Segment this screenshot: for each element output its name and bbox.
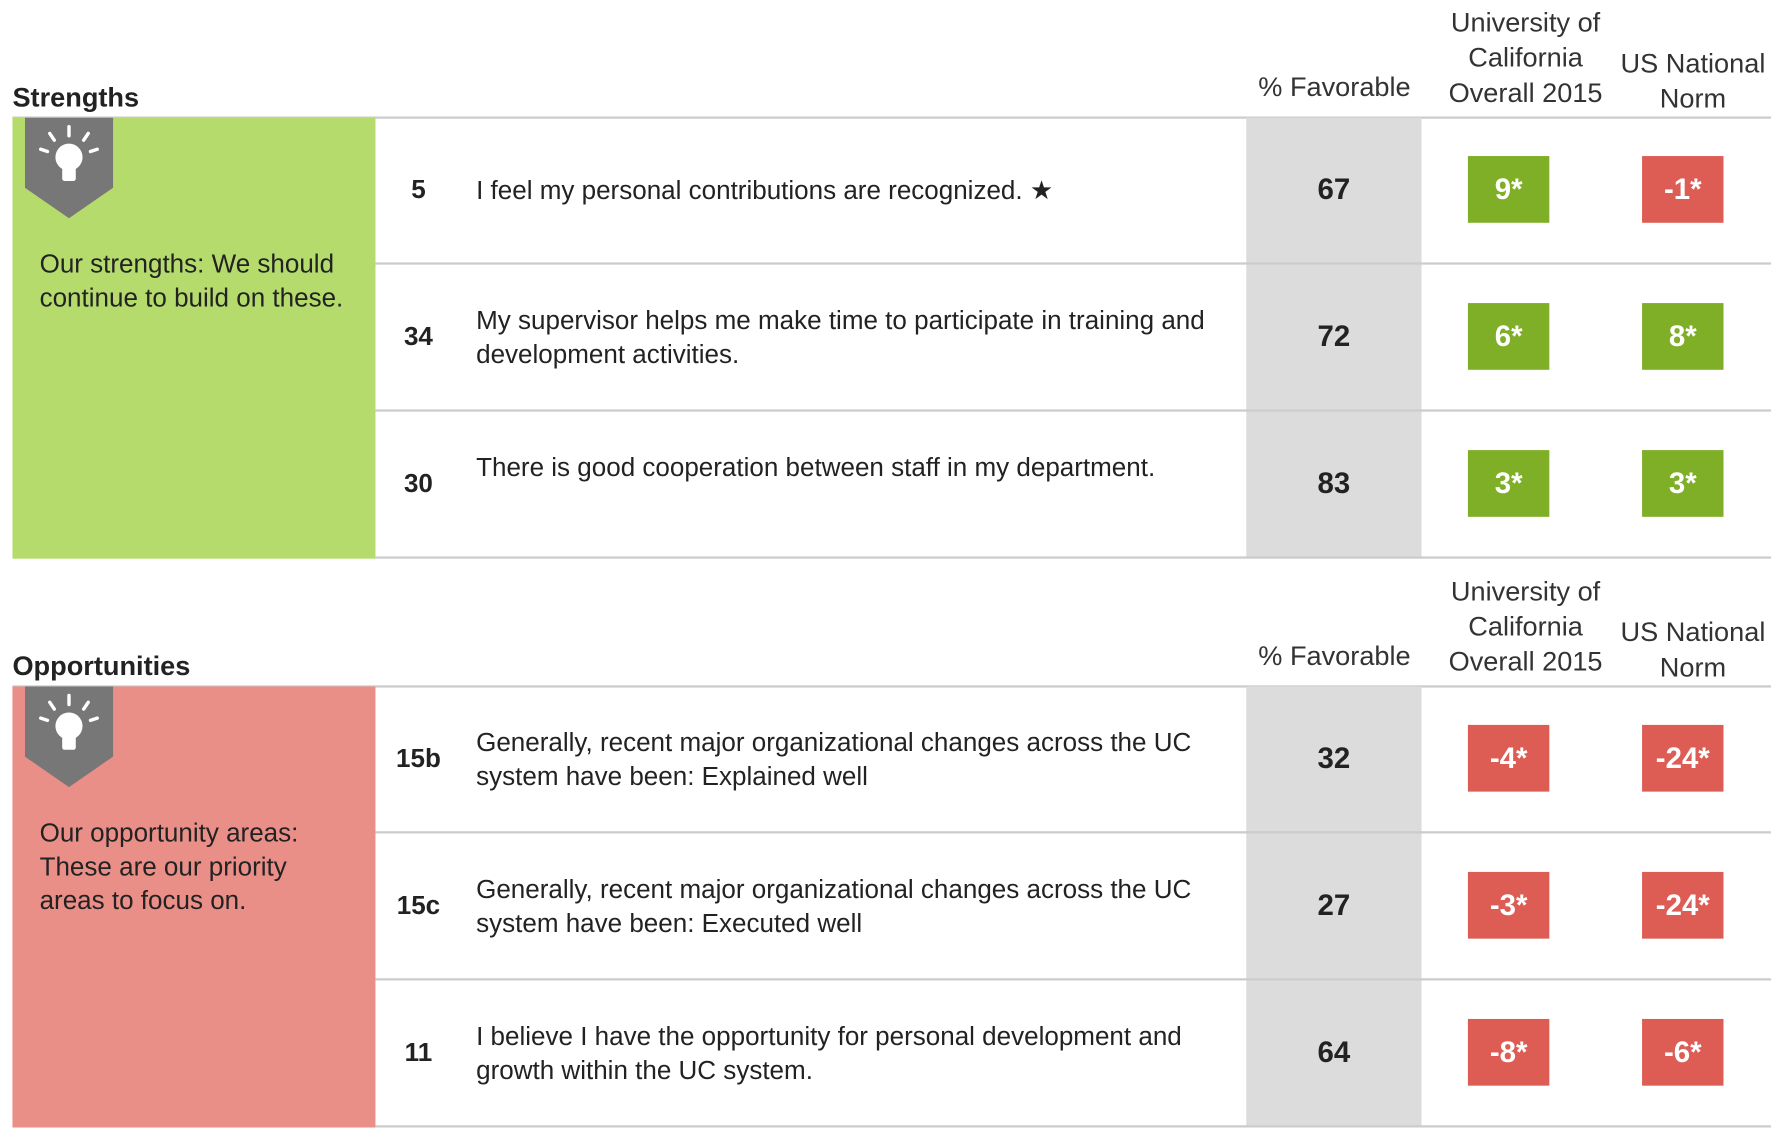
comparison-badge: -8* bbox=[1467, 1018, 1550, 1086]
row-rule bbox=[375, 556, 1771, 559]
favorable-value: 32 bbox=[1317, 740, 1351, 775]
favorable-value: 83 bbox=[1317, 465, 1351, 500]
row-rule bbox=[375, 978, 1771, 981]
item-text: I feel my personal contributions are rec… bbox=[476, 175, 1054, 205]
item-number: 11 bbox=[404, 1037, 433, 1067]
section-description: Our opportunity areas: These are our pri… bbox=[39, 817, 299, 915]
item-text: Generally, recent major organizational c… bbox=[476, 727, 1192, 791]
comparison-badge: -3* bbox=[1467, 871, 1550, 939]
column-header: % Favorable bbox=[1258, 641, 1411, 672]
column-header: % Favorable bbox=[1258, 72, 1411, 103]
row-rule bbox=[375, 262, 1771, 265]
header-rule bbox=[12, 685, 1771, 688]
item-number: 34 bbox=[403, 321, 433, 351]
comparison-badge: -24* bbox=[1642, 724, 1724, 792]
section-title: Strengths bbox=[12, 82, 140, 114]
item-text: My supervisor helps me make time to part… bbox=[476, 305, 1205, 369]
row-rule bbox=[375, 1125, 1771, 1128]
lightbulb-icon bbox=[24, 117, 114, 219]
row-rule bbox=[375, 409, 1771, 412]
favorable-column bbox=[1246, 686, 1422, 1128]
lightbulb-icon bbox=[24, 686, 114, 788]
item-text: Generally, recent major organizational c… bbox=[476, 874, 1192, 938]
favorable-value: 64 bbox=[1317, 1034, 1351, 1069]
item-number: 15b bbox=[396, 743, 441, 773]
comparison-badge: 3* bbox=[1642, 450, 1724, 517]
item-text: I believe I have the opportunity for per… bbox=[476, 1021, 1182, 1085]
comparison-badge: -1* bbox=[1642, 156, 1724, 223]
item-number: 5 bbox=[411, 174, 426, 204]
item-number: 15c bbox=[396, 890, 441, 920]
favorable-column bbox=[1246, 117, 1422, 559]
column-header: University of California Overall 2015 bbox=[1448, 7, 1603, 109]
comparison-badge: 9* bbox=[1467, 156, 1550, 223]
header-rule bbox=[12, 116, 1771, 119]
row-rule bbox=[375, 831, 1771, 834]
comparison-badge: -24* bbox=[1642, 871, 1724, 939]
favorable-value: 27 bbox=[1317, 887, 1351, 922]
favorable-value: 72 bbox=[1317, 318, 1351, 353]
favorable-value: 67 bbox=[1317, 171, 1351, 206]
comparison-badge: -6* bbox=[1642, 1018, 1724, 1086]
comparison-badge: 3* bbox=[1467, 450, 1550, 517]
section-title: Opportunities bbox=[12, 651, 191, 682]
column-header: US National Norm bbox=[1620, 617, 1766, 684]
column-header: US National Norm bbox=[1620, 48, 1766, 115]
column-header: University of California Overall 2015 bbox=[1448, 576, 1603, 678]
item-text: There is good cooperation between staff … bbox=[476, 452, 1156, 482]
comparison-badge: -4* bbox=[1467, 724, 1550, 792]
comparison-badge: 8* bbox=[1642, 303, 1724, 370]
item-number: 30 bbox=[403, 468, 433, 498]
comparison-badge: 6* bbox=[1467, 303, 1550, 370]
section-description: Our strengths: We should continue to bui… bbox=[39, 248, 344, 313]
